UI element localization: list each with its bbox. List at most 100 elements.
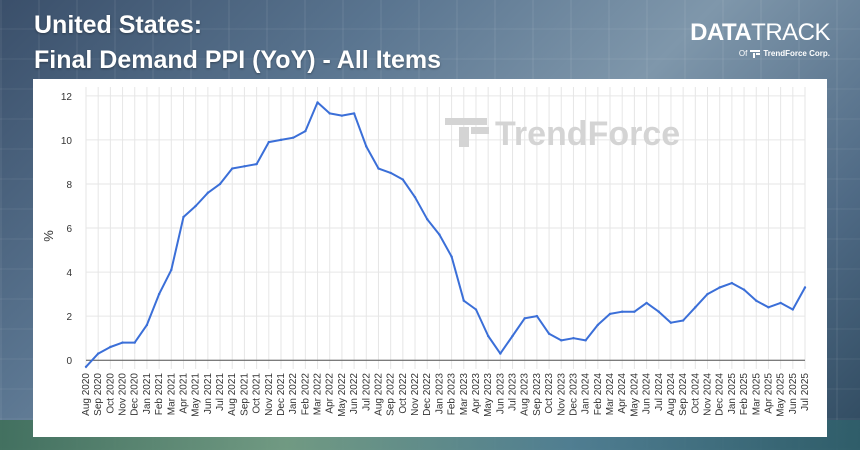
x-tick-label: Nov 2022 [410,373,421,416]
x-tick-label: Jul 2023 [508,373,519,411]
x-tick-label: Apr 2021 [178,373,189,414]
x-tick-label: Sep 2024 [678,373,689,416]
data-point [426,217,429,221]
data-point [243,165,246,168]
brand-sub-prefix: Of [738,49,748,58]
data-point [170,268,173,272]
x-tick-label: Feb 2025 [739,373,750,416]
data-point [706,292,709,296]
data-point [608,312,612,316]
data-point [340,114,344,117]
data-point [694,306,697,309]
data-point [535,314,539,318]
data-point [133,341,136,344]
x-tick-label: Jul 2025 [800,373,811,411]
page-title: United States: Final Demand PPI (YoY) - … [34,8,441,78]
data-point [145,323,149,327]
data-point [669,321,673,324]
y-tick-label: 8 [66,180,72,191]
x-tick-label: Dec 2020 [130,373,141,416]
x-tick-label: May 2024 [629,373,640,417]
x-tick-label: Jun 2025 [788,373,799,415]
data-point [401,178,405,181]
x-tick-label: Dec 2022 [422,373,433,416]
data-point [499,352,502,355]
data-point [279,138,283,142]
data-point [96,352,100,355]
x-tick-label: Aug 2024 [666,373,677,416]
x-tick-label: Aug 2022 [373,373,384,416]
grid-layer [85,87,806,369]
chart-panel: TrendForce 0 2 4 6 8 10 12 Aug 2020 Sep 2020 Oct … [33,79,827,437]
data-point [596,323,600,327]
watermark-text: TrendForce [495,115,680,153]
x-tick-label: Oct 2024 [690,373,701,414]
x-tick-label: Nov 2020 [118,373,129,416]
data-point [621,310,624,313]
trendforce-mark-icon [750,50,761,58]
data-point [730,281,734,285]
watermark: TrendForce [445,115,680,153]
x-tick-label: Jun 2024 [642,373,653,415]
y-axis-label: % [41,230,56,242]
brand-logo-light: TRACK [751,19,830,46]
data-point [352,112,356,115]
x-tick-label: Apr 2024 [617,373,628,414]
x-tick-label: Dec 2024 [715,373,726,416]
x-tick-label: Mar 2024 [605,373,616,416]
data-point [803,286,807,289]
x-tick-label: Oct 2021 [252,373,263,414]
data-point [109,345,112,349]
x-tick-label: Feb 2022 [300,373,311,416]
title-line-2: Final Demand PPI (YoY) - All Items [34,46,442,74]
x-tick-label: Dec 2023 [568,373,579,416]
data-point [791,308,795,311]
x-tick-label: Oct 2023 [544,373,555,414]
data-point [365,145,368,148]
brand-sub-name: TrendForce Corp. [763,49,830,58]
data-point [206,191,210,194]
x-tick-label: Nov 2021 [264,373,275,416]
x-tick-label: Aug 2023 [520,373,531,416]
data-point [304,129,307,133]
data-point [267,140,270,144]
brand-logo-bold: DATA [690,19,752,46]
data-point [194,204,197,208]
x-tick-label: Nov 2023 [556,373,567,416]
data-point [413,195,417,199]
x-tick-label: Jan 2025 [727,373,738,415]
data-point [718,286,721,289]
x-tick-label: Sep 2022 [386,373,397,416]
data-point [633,310,636,313]
x-tick-label: May 2021 [191,373,202,417]
data-point [645,301,648,305]
data-point [255,162,258,166]
x-tick-label: Jul 2024 [654,373,665,411]
data-point [511,334,514,338]
x-tick-label: May 2025 [776,373,787,417]
x-tick-label: May 2023 [483,373,494,417]
y-tick-label: 10 [61,136,73,147]
data-point [218,182,222,186]
series-line [85,101,806,368]
data-point [231,167,234,170]
x-tick-label: Apr 2025 [763,373,774,414]
y-tick-label: 2 [66,312,72,323]
brand-logo: DATATRACK Of TrendForce Corp. [690,20,830,60]
x-tick-label: Feb 2024 [593,373,604,416]
x-tick-label: Mar 2022 [313,373,324,416]
data-point [572,336,575,340]
data-point [742,288,746,291]
x-tick-label: Feb 2021 [154,373,165,416]
series-layer [84,101,807,368]
x-tick-label: Nov 2024 [703,373,714,416]
x-tick-label: Sep 2021 [239,373,250,416]
data-point [486,334,490,338]
x-tick-label: Oct 2022 [398,373,409,414]
x-tick-label: Feb 2023 [447,373,458,416]
x-tick-label: Apr 2023 [471,373,482,414]
x-tick-label: Sep 2020 [93,373,104,416]
data-point [377,167,380,170]
title-line-1: United States: [34,11,203,39]
